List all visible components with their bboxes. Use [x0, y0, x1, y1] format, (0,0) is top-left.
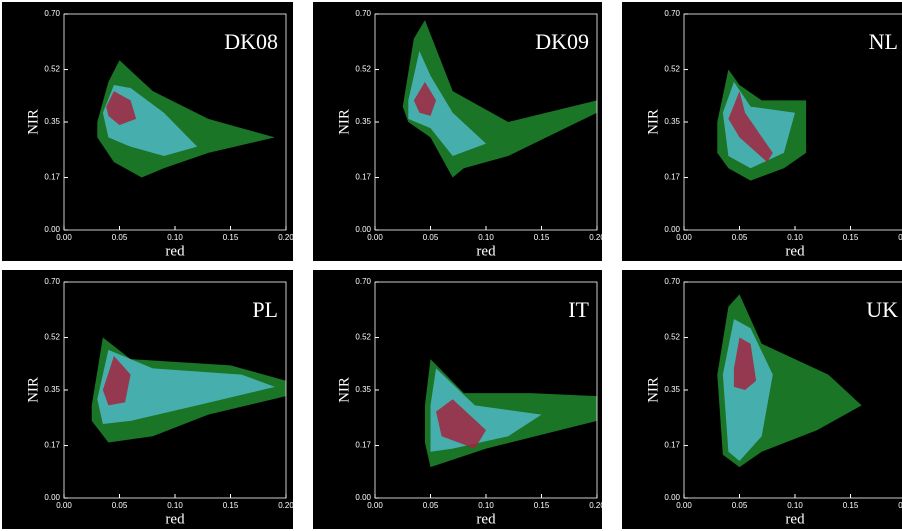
chart-panel: 0.00 0.05 0.10 0.15 0.20 0.00 0.17 0.35 0.52 0.70… — [2, 270, 293, 529]
y-axis-label: NIR — [336, 109, 352, 135]
x-axis-label: red — [476, 511, 496, 527]
x-tick-label: 0.05 — [423, 233, 439, 242]
x-tick-label: 0.05 — [732, 233, 748, 242]
density-region — [106, 91, 137, 126]
y-tick-label: 0.00 — [44, 493, 60, 502]
y-tick-label: 0.17 — [44, 441, 60, 450]
y-tick-label: 0.00 — [664, 225, 680, 234]
y-tick-label: 0.35 — [664, 117, 680, 126]
panel-title: UK — [866, 297, 898, 322]
x-tick-label: 0.00 — [367, 233, 383, 242]
y-tick-label: 0.35 — [355, 385, 371, 394]
y-axis-label: NIR — [25, 109, 41, 135]
y-axis-label: NIR — [25, 377, 41, 403]
y-axis-label: NIR — [336, 377, 352, 403]
y-tick-label: 0.52 — [355, 333, 371, 342]
x-tick-label: 0.20 — [589, 233, 602, 242]
y-tick-label: 0.17 — [355, 441, 371, 450]
chart-panel: 0.00 0.05 0.10 0.15 0.20 0.00 0.17 0.35 0.52 0.70… — [622, 2, 902, 261]
x-tick-label: 0.15 — [843, 501, 859, 510]
x-axis-label: red — [785, 243, 805, 259]
y-tick-label: 0.70 — [355, 277, 371, 286]
y-tick-label: 0.17 — [355, 173, 371, 182]
y-tick-label: 0.35 — [355, 117, 371, 126]
y-tick-label: 0.17 — [664, 441, 680, 450]
plot-frame — [374, 281, 598, 499]
x-tick-label: 0.15 — [534, 233, 550, 242]
x-tick-label: 0.05 — [112, 233, 128, 242]
x-tick-label: 0.15 — [223, 233, 239, 242]
y-axis-label: NIR — [645, 109, 661, 135]
y-tick-label: 0.35 — [44, 385, 60, 394]
density-region — [733, 337, 757, 390]
y-tick-label: 0.35 — [664, 385, 680, 394]
y-tick-label: 0.52 — [664, 65, 680, 74]
x-tick-label: 0.20 — [589, 501, 602, 510]
x-tick-label: 0.10 — [478, 233, 494, 242]
y-tick-label: 0.35 — [44, 117, 60, 126]
x-tick-label: 0.00 — [676, 233, 692, 242]
y-tick-label: 0.00 — [355, 493, 371, 502]
x-axis-label: red — [165, 511, 185, 527]
density-region — [728, 91, 773, 163]
x-tick-label: 0.10 — [787, 233, 803, 242]
y-tick-label: 0.70 — [664, 277, 680, 286]
x-tick-label: 0.20 — [278, 233, 293, 242]
density-region — [97, 349, 275, 424]
x-tick-label: 0.10 — [478, 501, 494, 510]
y-tick-label: 0.17 — [44, 173, 60, 182]
chart-panel: 0.00 0.05 0.10 0.15 0.20 0.00 0.17 0.35 0.52 0.70… — [622, 270, 902, 529]
x-tick-label: 0.20 — [278, 501, 293, 510]
x-tick-label: 0.20 — [898, 501, 902, 510]
panel-title: PL — [252, 297, 278, 322]
x-tick-label: 0.20 — [898, 233, 902, 242]
density-region — [436, 399, 486, 449]
x-axis-label: red — [165, 243, 185, 259]
panel-title: DK08 — [224, 29, 278, 54]
y-tick-label: 0.52 — [355, 65, 371, 74]
y-tick-label: 0.52 — [664, 333, 680, 342]
density-region — [408, 51, 486, 156]
chart-panel: 0.00 0.05 0.10 0.15 0.20 0.00 0.17 0.35 0.52 0.70… — [313, 270, 602, 529]
x-tick-label: 0.10 — [167, 233, 183, 242]
density-region — [102, 356, 131, 406]
y-tick-label: 0.70 — [44, 9, 60, 18]
y-tick-label: 0.70 — [664, 9, 680, 18]
chart-panel: 0.00 0.05 0.10 0.15 0.20 0.00 0.17 0.35 0.52 0.70… — [313, 2, 602, 261]
y-tick-label: 0.00 — [355, 225, 371, 234]
x-tick-label: 0.15 — [843, 233, 859, 242]
x-axis-label: red — [476, 243, 496, 259]
y-axis-label: NIR — [645, 377, 661, 403]
y-tick-label: 0.52 — [44, 65, 60, 74]
x-axis-label: red — [785, 511, 805, 527]
y-tick-label: 0.17 — [664, 173, 680, 182]
y-tick-label: 0.70 — [44, 277, 60, 286]
x-tick-label: 0.00 — [56, 233, 72, 242]
x-tick-label: 0.10 — [167, 501, 183, 510]
density-region — [722, 319, 773, 461]
x-tick-label: 0.15 — [534, 501, 550, 510]
panel-title: DK09 — [535, 29, 589, 54]
x-tick-label: 0.10 — [787, 501, 803, 510]
x-tick-label: 0.15 — [223, 501, 239, 510]
x-tick-label: 0.05 — [732, 501, 748, 510]
y-tick-label: 0.00 — [44, 225, 60, 234]
x-tick-label: 0.05 — [112, 501, 128, 510]
y-tick-label: 0.00 — [664, 493, 680, 502]
panel-title: NL — [869, 29, 898, 54]
y-tick-label: 0.52 — [44, 333, 60, 342]
x-tick-label: 0.00 — [676, 501, 692, 510]
chart-panel: 0.00 0.05 0.10 0.15 0.20 0.00 0.17 0.35 0.52 0.70… — [2, 2, 293, 261]
density-region — [413, 81, 437, 116]
panel-title: IT — [568, 297, 589, 322]
x-tick-label: 0.00 — [56, 501, 72, 510]
x-tick-label: 0.05 — [423, 501, 439, 510]
y-tick-label: 0.70 — [355, 9, 371, 18]
x-tick-label: 0.00 — [367, 501, 383, 510]
